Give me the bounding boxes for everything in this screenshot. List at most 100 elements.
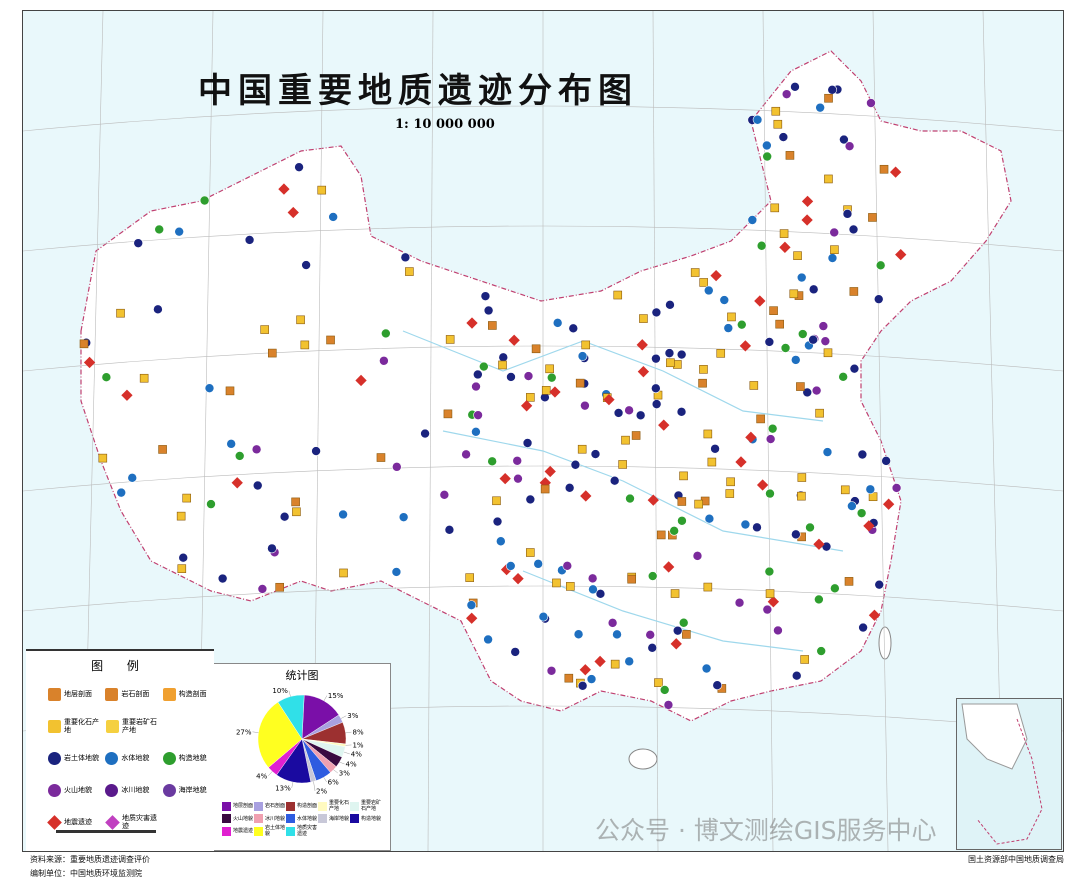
pie-legend-label: 地震遗迹 [233, 828, 254, 834]
geosite-marker [679, 471, 688, 481]
geosite-marker [754, 295, 766, 307]
geosite-marker [781, 89, 792, 99]
hainan-island [628, 748, 658, 770]
geosite-marker [562, 561, 573, 571]
legend-swatch [222, 826, 231, 836]
geosite-marker [635, 410, 646, 421]
geosite-marker [636, 339, 648, 351]
earthquake-relic-icon [47, 814, 62, 830]
pie-legend-item: 地层剖面 [222, 800, 254, 812]
pie-title: 统计图 [285, 669, 319, 682]
pie-legend-item: 构造地貌 [350, 814, 382, 823]
geosite-marker [317, 185, 327, 195]
geosite-marker [813, 538, 825, 550]
geosite-marker [678, 617, 689, 628]
geosite-marker [814, 594, 824, 605]
china-map [23, 11, 1063, 851]
geosite-marker [844, 141, 855, 151]
footer-source: 资料来源：重要地质遗迹调查评价 [30, 855, 150, 864]
geosite-marker [546, 372, 557, 383]
geosite-marker [677, 515, 687, 526]
geosite-marker [745, 431, 757, 443]
geosite-marker [874, 579, 885, 590]
geosite-marker [398, 512, 409, 522]
geosite-marker [498, 352, 509, 363]
geosite-marker [225, 386, 235, 396]
pie-legend-item: 重要化石产地 [318, 800, 350, 812]
geosite-marker [580, 490, 592, 502]
geosite-marker [824, 174, 833, 184]
geosite-marker [98, 453, 108, 463]
geosite-marker [326, 335, 335, 345]
geosite-marker [566, 582, 575, 591]
geosite-marker [756, 240, 767, 251]
pie-percent-label: 15% [328, 692, 344, 700]
geosite-marker [658, 419, 670, 431]
geosite-marker [830, 245, 839, 254]
geosite-marker [226, 439, 236, 449]
geosite-marker [651, 307, 662, 318]
geosite-marker [546, 665, 557, 676]
geosite-marker [797, 473, 807, 482]
geosite-marker [466, 600, 477, 610]
geosite-marker [260, 325, 269, 334]
pie-leader-line [323, 695, 328, 701]
legend-swatch [350, 814, 359, 823]
geosite-marker [824, 93, 833, 103]
legend-label: 火山地貌 [64, 786, 92, 794]
legend-swatch [254, 814, 263, 823]
geosite-marker [391, 567, 402, 577]
pie-leader-line [288, 690, 291, 697]
geosite-marker [577, 351, 588, 361]
geosite-marker [520, 400, 533, 412]
geosite-marker [444, 524, 455, 535]
legend-item: 冰川地貌 [105, 783, 156, 797]
geosite-marker [525, 548, 535, 557]
geosite-marker [355, 374, 367, 387]
geosite-marker [694, 499, 703, 509]
geosite-marker [595, 589, 606, 599]
legend-label: 地质灾害遗迹 [122, 814, 157, 830]
geosite-marker [676, 407, 687, 417]
geosite-marker [704, 513, 715, 524]
geosite-marker [769, 306, 778, 315]
geosite-marker [773, 119, 783, 129]
geosite-marker [735, 456, 747, 468]
legend-item: 海岸地貌 [162, 783, 214, 797]
geosite-marker [710, 443, 720, 454]
geosite-marker [822, 447, 833, 457]
legend-item: 重要化石产地 [48, 718, 100, 734]
geosite-marker [663, 561, 675, 573]
geosite-marker [829, 227, 840, 238]
geosite-marker [868, 213, 877, 222]
geosite-marker [762, 140, 772, 151]
geosite-marker [790, 82, 800, 92]
geosite-marker [612, 629, 622, 640]
geosite-marker [749, 381, 759, 390]
pie-legend-label: 火山地貌 [233, 815, 254, 822]
geosite-marker [808, 334, 818, 345]
legend-label: 地层剖面 [64, 690, 92, 698]
tectonic-landform-icon [162, 751, 176, 765]
geosite-marker [570, 459, 581, 470]
geosite-marker [815, 102, 825, 113]
geosite-marker [726, 477, 735, 487]
geosite-marker [158, 445, 167, 454]
geosite-marker [588, 584, 598, 595]
geosite-marker [858, 622, 868, 633]
geosite-marker [719, 295, 730, 305]
pie-percent-label: 3% [347, 712, 358, 720]
pie-percent-label: 3% [339, 770, 350, 778]
pie-percent-label: 6% [328, 779, 339, 787]
geosite-marker [698, 378, 707, 388]
geosite-marker [234, 451, 245, 461]
pie-percent-label: 4% [256, 772, 267, 780]
pie-legend-label: 构造剖面 [297, 803, 318, 809]
pie-leader-line [333, 769, 338, 774]
geosite-marker [174, 226, 184, 237]
geosite-marker [672, 625, 683, 636]
geosite-marker [762, 151, 772, 162]
geosite-marker [808, 284, 819, 295]
geosite-marker [682, 630, 691, 639]
pie-leader-line [340, 715, 347, 719]
